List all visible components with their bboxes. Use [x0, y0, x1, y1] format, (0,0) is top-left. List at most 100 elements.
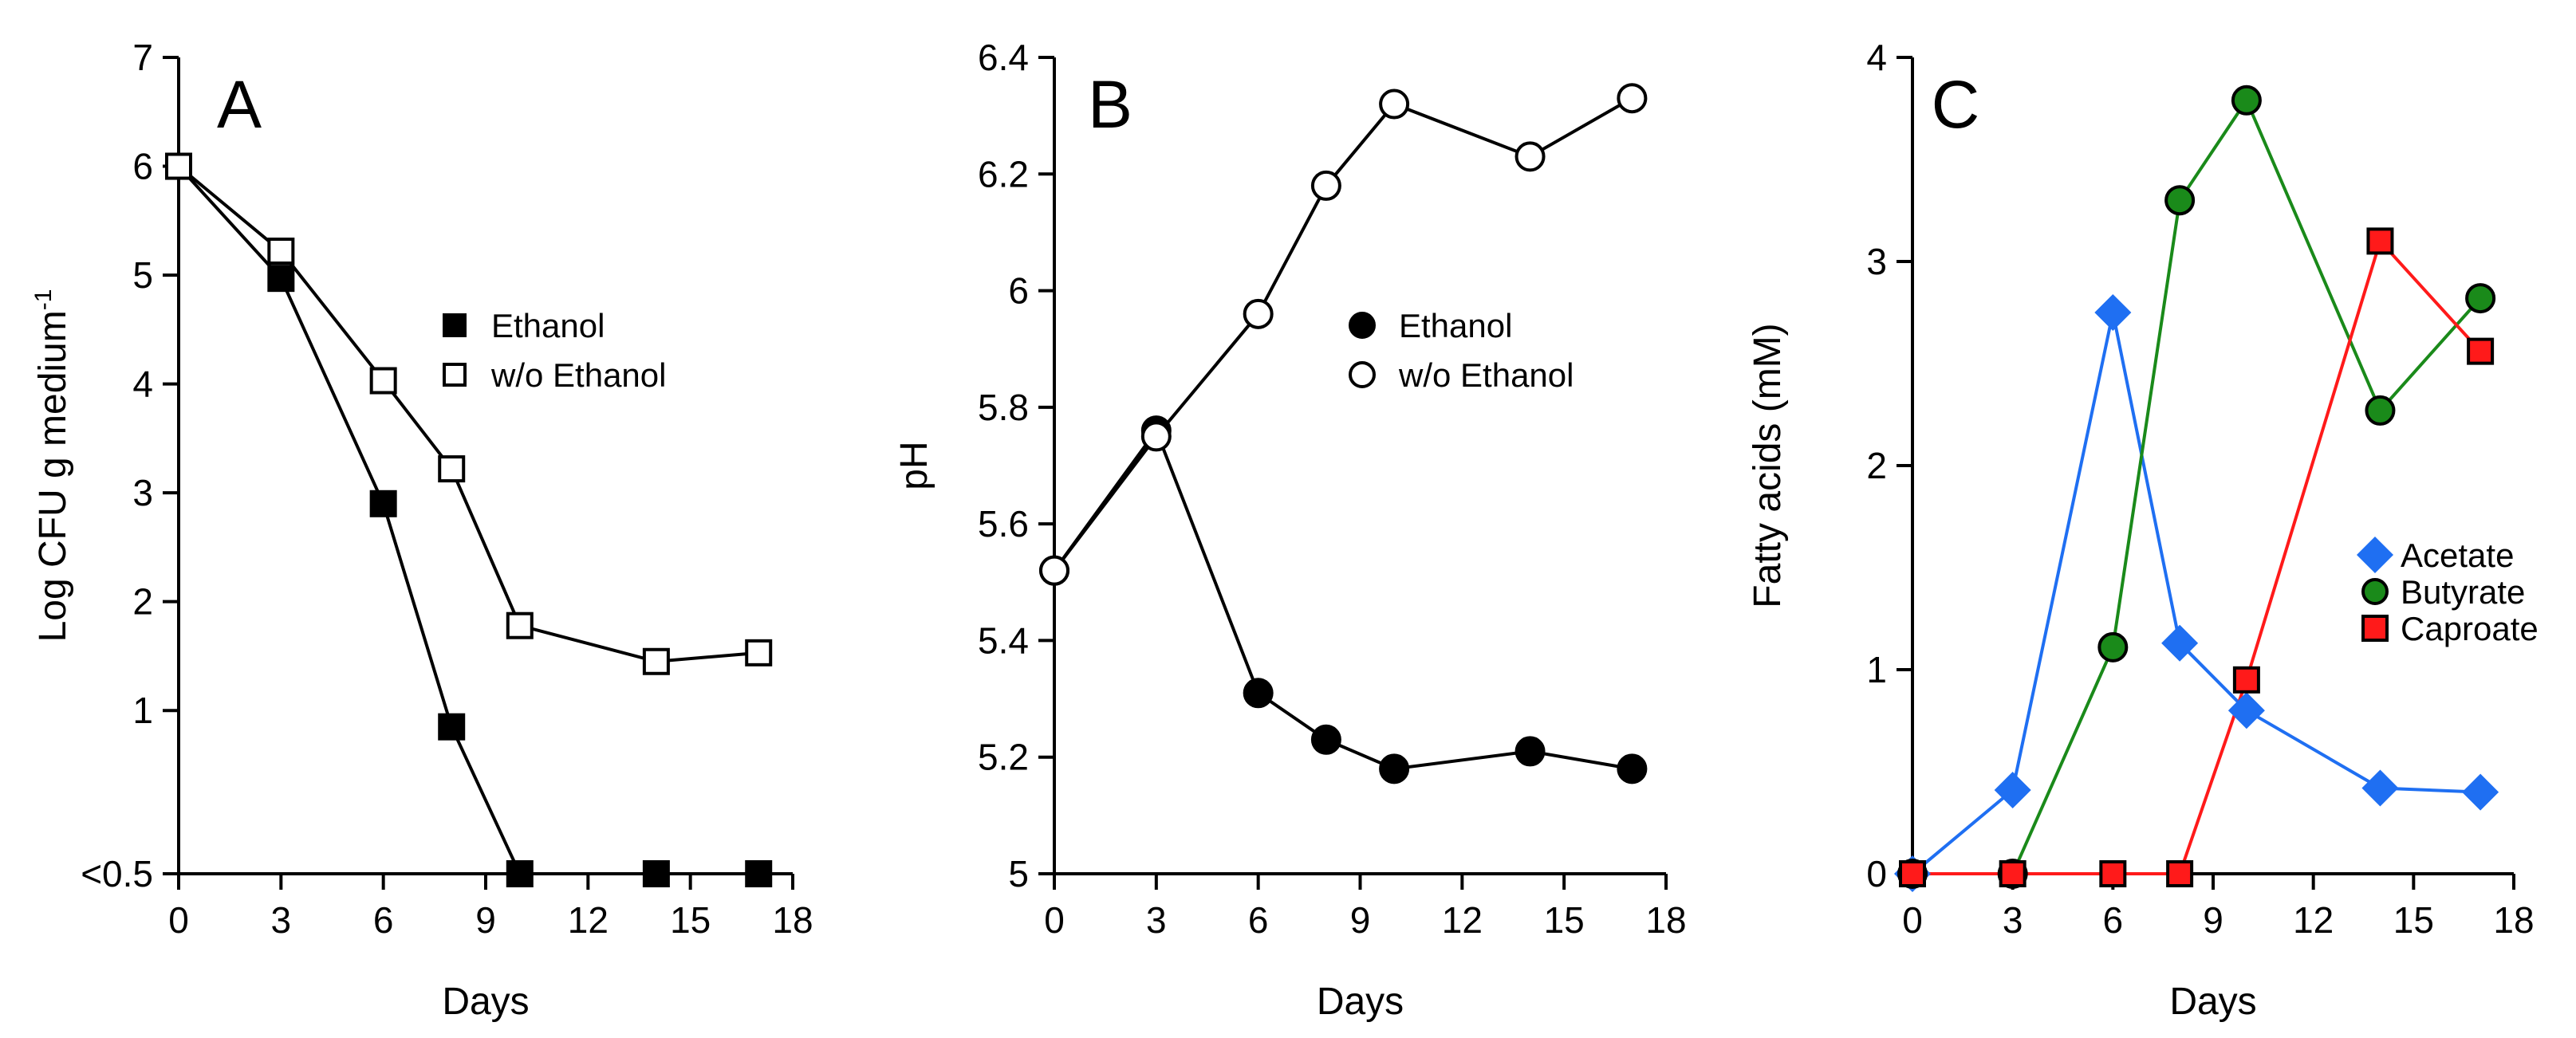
- data-point-caproate: [2467, 337, 2495, 365]
- data-point-butyrate: [2231, 85, 2262, 116]
- series-line-butyrate: [1912, 96, 2482, 875]
- data-point-ethanol: [1243, 678, 1274, 709]
- y-tick-label: 6: [132, 146, 153, 187]
- legend-label-acetate: Acetate: [2401, 537, 2514, 574]
- legend-label-caproate: Caproate: [2401, 610, 2539, 647]
- x-tick-label: 6: [2103, 899, 2124, 941]
- legend-label-butyrate: Butyrate: [2401, 573, 2525, 611]
- data-point-w-o-ethanol: [1379, 88, 1410, 120]
- data-point-w-o-ethanol: [506, 611, 534, 639]
- x-tick-label: 3: [271, 899, 292, 941]
- y-axis-title-superscript: -1: [30, 289, 57, 311]
- y-axis-title: Fatty acids (mM): [1747, 323, 1789, 607]
- y-tick-label: 5.8: [978, 387, 1029, 428]
- y-tick-label: 3: [1866, 241, 1887, 282]
- x-tick-label: 9: [475, 899, 496, 941]
- y-tick-label: 4: [1866, 37, 1887, 78]
- x-tick-label: 0: [168, 899, 189, 941]
- y-tick-label: 1: [132, 690, 153, 731]
- data-point-ethanol: [438, 713, 466, 741]
- x-tick-label: 12: [2293, 899, 2334, 941]
- x-tick-label: 18: [1645, 899, 1686, 941]
- data-point-acetate: [1994, 772, 2031, 809]
- data-point-w-o-ethanol: [1243, 298, 1274, 329]
- panel-b: 0 3 6 9 12 15 18 5 5.2 5.4 5.6 5.8 6 6.2 6.4 Days pH B Eth…: [893, 37, 1687, 1023]
- data-point-w-o-ethanol: [165, 152, 192, 180]
- data-point-w-o-ethanol: [1514, 141, 1546, 172]
- data-point-caproate: [1999, 860, 2027, 887]
- legend-label-w-o-ethanol: w/o Ethanol: [490, 356, 666, 394]
- data-point-acetate: [2361, 769, 2399, 807]
- y-tick-label: 5.6: [978, 503, 1029, 545]
- legend-marker-ethanol: [1349, 312, 1376, 339]
- data-point-w-o-ethanol: [267, 238, 295, 265]
- x-tick-label: 9: [1350, 899, 1371, 941]
- data-point-w-o-ethanol: [1140, 421, 1172, 452]
- data-point-caproate: [2099, 860, 2127, 887]
- x-axis-title: Days: [442, 981, 529, 1023]
- x-tick-label: 15: [2393, 899, 2434, 941]
- legend-marker-acetate: [2356, 536, 2394, 574]
- y-tick-label: 5.2: [978, 737, 1029, 778]
- data-point-ethanol: [267, 265, 295, 293]
- data-point-w-o-ethanol: [369, 367, 397, 395]
- x-tick-label: 0: [1902, 899, 1923, 941]
- data-point-caproate: [2366, 227, 2394, 255]
- y-tick-label: 2: [132, 581, 153, 623]
- data-point-w-o-ethanol: [1039, 555, 1069, 586]
- data-point-ethanol: [1310, 724, 1341, 755]
- data-point-acetate: [2094, 293, 2132, 332]
- legend-label-ethanol: Ethanol: [1399, 307, 1512, 344]
- legend: Ethanol w/o Ethanol: [1349, 307, 1574, 394]
- data-point-ethanol: [506, 860, 534, 887]
- data-point-butyrate: [2365, 395, 2396, 426]
- series-line-ethanol: [1053, 427, 1633, 771]
- x-tick-label: 9: [2203, 899, 2223, 941]
- data-point-butyrate: [2097, 631, 2129, 663]
- y-tick-label: 5: [1008, 853, 1029, 894]
- data-point-w-o-ethanol: [745, 639, 773, 666]
- data-point-caproate: [2232, 666, 2260, 694]
- y-tick-label: 1: [1866, 649, 1887, 690]
- y-tick-label: 6.2: [978, 153, 1029, 195]
- x-tick-label: 12: [568, 899, 609, 941]
- x-tick-label: 15: [1544, 899, 1585, 941]
- data-point-caproate: [2166, 860, 2194, 887]
- data-point-ethanol: [369, 490, 397, 517]
- panel-letter: C: [1932, 67, 1980, 142]
- panel-letter: A: [217, 67, 262, 142]
- legend-marker-w-o-ethanol: [443, 363, 467, 387]
- data-point-w-o-ethanol: [438, 455, 466, 483]
- y-tick-label: <0.5: [81, 853, 153, 894]
- x-tick-label: 3: [1146, 899, 1167, 941]
- y-tick-label: 3: [132, 472, 153, 513]
- panel-letter: B: [1088, 67, 1132, 142]
- x-axis-title: Days: [2169, 981, 2256, 1023]
- series-line-ethanol: [177, 165, 759, 875]
- legend-label-ethanol: Ethanol: [491, 307, 605, 344]
- y-tick-label: 5: [132, 254, 153, 296]
- data-point-acetate: [2161, 624, 2199, 662]
- data-point-acetate: [2462, 773, 2499, 811]
- legend-marker-w-o-ethanol: [1349, 361, 1376, 388]
- series-line-w-o-ethanol: [1053, 96, 1633, 572]
- y-axis-title: Log CFU g medium-1: [30, 289, 74, 643]
- x-tick-label: 15: [670, 899, 711, 941]
- y-tick-label: 7: [132, 37, 153, 78]
- legend-marker-butyrate: [2361, 578, 2389, 605]
- series-line-w-o-ethanol: [177, 164, 759, 663]
- data-point-butyrate: [2465, 283, 2496, 314]
- data-point-ethanol: [1379, 753, 1410, 784]
- data-point-w-o-ethanol: [1617, 83, 1648, 114]
- y-tick-label: 5.4: [978, 619, 1029, 661]
- y-tick-label: 2: [1866, 445, 1887, 486]
- y-axis-title-main: Log CFU g medium: [32, 310, 74, 642]
- y-axis-title: pH: [893, 441, 935, 490]
- y-tick-label: 0: [1866, 853, 1887, 894]
- y-tick-label: 6: [1008, 270, 1029, 312]
- data-point-w-o-ethanol: [642, 647, 670, 675]
